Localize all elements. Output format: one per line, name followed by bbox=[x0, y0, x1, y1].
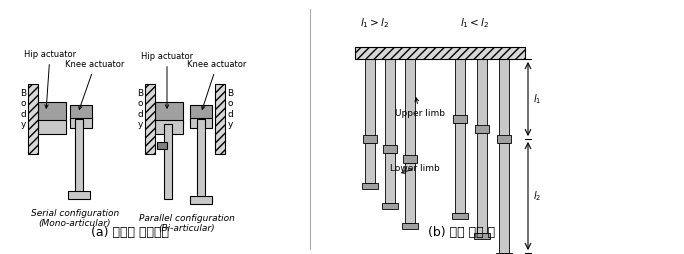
Bar bbox=[68, 191, 90, 199]
Bar bbox=[452, 213, 468, 219]
Bar bbox=[475, 125, 489, 133]
Bar bbox=[155, 120, 183, 134]
Text: (a) 구동기 부착방법: (a) 구동기 부착방법 bbox=[91, 226, 169, 239]
Bar bbox=[363, 135, 377, 143]
Text: Serial configuration
(Mono-articular): Serial configuration (Mono-articular) bbox=[31, 209, 119, 228]
Text: Hip actuator: Hip actuator bbox=[141, 52, 193, 108]
Bar bbox=[197, 119, 205, 199]
Bar bbox=[385, 59, 395, 149]
Bar bbox=[215, 84, 225, 154]
Text: Lower limb: Lower limb bbox=[390, 164, 440, 173]
Text: Parallel configuration
(Bi-articular): Parallel configuration (Bi-articular) bbox=[139, 214, 235, 233]
Bar bbox=[455, 123, 465, 213]
Bar bbox=[157, 142, 167, 149]
Bar bbox=[362, 183, 378, 189]
Text: Knee actuator: Knee actuator bbox=[65, 60, 124, 109]
Bar bbox=[70, 105, 92, 121]
Bar bbox=[190, 196, 212, 204]
Bar bbox=[385, 153, 395, 203]
Bar bbox=[477, 133, 487, 233]
Bar bbox=[497, 135, 511, 143]
Text: Hip actuator: Hip actuator bbox=[24, 50, 76, 108]
Bar bbox=[355, 47, 525, 59]
Bar bbox=[190, 105, 212, 121]
Bar bbox=[402, 223, 418, 229]
Bar bbox=[38, 120, 66, 134]
Text: $l_1 < l_2$: $l_1 < l_2$ bbox=[460, 16, 490, 30]
Text: $l_2$: $l_2$ bbox=[533, 189, 541, 203]
Bar bbox=[405, 163, 415, 223]
Bar bbox=[365, 59, 375, 139]
Bar bbox=[383, 145, 397, 153]
Bar bbox=[496, 253, 512, 254]
Bar bbox=[382, 203, 398, 209]
Bar bbox=[403, 155, 417, 163]
Text: B
o
d
y: B o d y bbox=[20, 89, 26, 129]
Bar bbox=[455, 59, 465, 119]
Text: (b) 링크 길이 비: (b) 링크 길이 비 bbox=[428, 226, 496, 239]
Bar bbox=[70, 118, 92, 128]
Bar bbox=[499, 59, 509, 139]
Bar bbox=[477, 59, 487, 129]
Text: B
o
d
y: B o d y bbox=[227, 89, 233, 129]
Text: Knee actuator: Knee actuator bbox=[187, 60, 247, 109]
Text: $l_1 > l_2$: $l_1 > l_2$ bbox=[360, 16, 390, 30]
Bar bbox=[145, 84, 155, 154]
Bar bbox=[28, 84, 38, 154]
Bar bbox=[75, 119, 83, 194]
Bar bbox=[190, 118, 212, 128]
Bar bbox=[365, 143, 375, 183]
Bar bbox=[155, 102, 183, 124]
Bar bbox=[499, 143, 509, 253]
Bar bbox=[405, 59, 415, 159]
Text: Upper limb: Upper limb bbox=[395, 98, 445, 118]
Text: B
o
d
y: B o d y bbox=[137, 89, 143, 129]
Text: $l_1$: $l_1$ bbox=[533, 92, 541, 106]
Bar bbox=[164, 124, 172, 199]
Bar bbox=[453, 115, 467, 123]
Bar bbox=[474, 233, 490, 239]
Bar bbox=[38, 102, 66, 124]
